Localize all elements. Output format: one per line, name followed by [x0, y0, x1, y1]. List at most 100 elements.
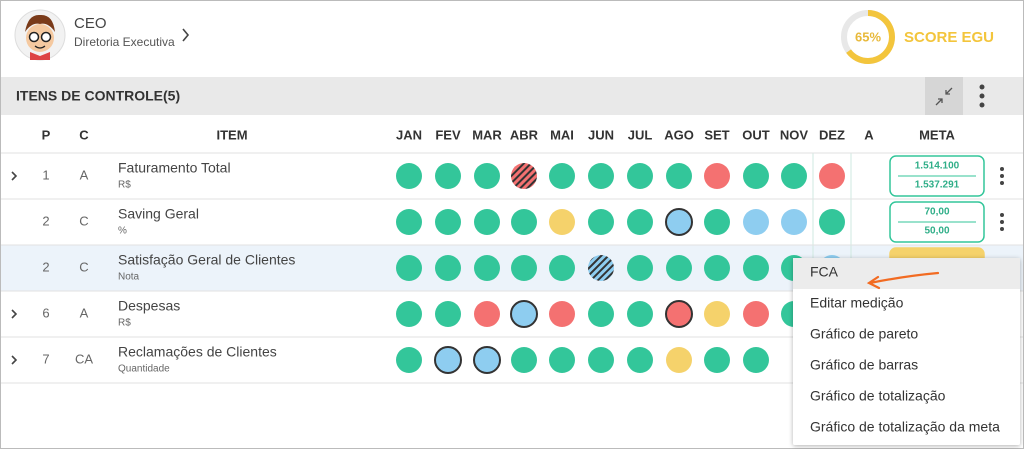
column-header: C	[79, 127, 89, 142]
column-header: AGO	[664, 127, 694, 142]
row-item[interactable]: Despesas	[118, 298, 180, 314]
menu-item[interactable]: Gráfico de barras	[810, 357, 918, 373]
row-p: 7	[42, 351, 49, 366]
column-header: JAN	[396, 127, 422, 142]
row-item[interactable]: Saving Geral	[118, 206, 199, 222]
status-dot[interactable]	[781, 209, 807, 235]
collapse-button[interactable]	[925, 77, 963, 115]
status-dot[interactable]	[627, 255, 653, 281]
column-header: NOV	[780, 127, 809, 142]
status-dot[interactable]	[396, 209, 422, 235]
status-dot[interactable]	[627, 163, 653, 189]
status-dot[interactable]	[704, 255, 730, 281]
status-dot[interactable]	[474, 301, 500, 327]
status-dot[interactable]	[511, 209, 537, 235]
status-dot[interactable]	[704, 347, 730, 373]
status-dot[interactable]	[627, 347, 653, 373]
row-item[interactable]: Faturamento Total	[118, 160, 231, 176]
meta-value: 50,00	[924, 226, 949, 237]
menu-hover	[793, 258, 1020, 289]
column-header: JUL	[628, 127, 653, 142]
status-dot[interactable]	[588, 301, 614, 327]
status-dot[interactable]	[396, 347, 422, 373]
status-dot[interactable]	[666, 255, 692, 281]
expand-chevron[interactable]	[11, 355, 18, 365]
status-dot[interactable]	[474, 255, 500, 281]
expand-chevron[interactable]	[11, 171, 18, 181]
status-dot[interactable]	[435, 209, 461, 235]
status-dot[interactable]	[549, 255, 575, 281]
status-dot[interactable]	[704, 301, 730, 327]
meta-value: 1.537.291	[915, 180, 960, 191]
column-header: P	[42, 127, 51, 142]
status-dot[interactable]	[781, 163, 807, 189]
status-dot[interactable]	[435, 163, 461, 189]
row-c: A	[80, 305, 89, 320]
status-dot[interactable]	[819, 163, 845, 189]
menu-item[interactable]: Editar medição	[810, 295, 904, 311]
status-dot[interactable]	[627, 301, 653, 327]
menu-item[interactable]: Gráfico de totalização	[810, 388, 946, 404]
column-header: MAI	[550, 127, 574, 142]
status-dot[interactable]	[474, 209, 500, 235]
row-c: C	[79, 213, 88, 228]
status-dot[interactable]	[474, 163, 500, 189]
status-dot[interactable]	[588, 163, 614, 189]
status-dot[interactable]	[434, 346, 462, 374]
status-dot[interactable]	[435, 301, 461, 327]
row-item[interactable]: Satisfação Geral de Clientes	[118, 252, 295, 268]
status-dot[interactable]	[743, 301, 769, 327]
status-dot[interactable]	[549, 209, 575, 235]
status-dot[interactable]	[819, 209, 845, 235]
status-dot[interactable]	[665, 300, 693, 328]
status-dot[interactable]	[473, 346, 501, 374]
status-dot[interactable]	[396, 301, 422, 327]
row-unit: %	[118, 226, 127, 237]
row-c: CA	[75, 351, 93, 366]
status-dot[interactable]	[704, 209, 730, 235]
header-chevron[interactable]	[182, 28, 190, 42]
column-header: ITEM	[216, 127, 247, 142]
status-dot[interactable]	[588, 209, 614, 235]
status-dot[interactable]	[743, 209, 769, 235]
status-dot[interactable]	[549, 163, 575, 189]
status-dot[interactable]	[666, 163, 692, 189]
status-dot[interactable]	[511, 163, 537, 189]
status-dot[interactable]	[588, 347, 614, 373]
column-header: A	[864, 127, 874, 142]
status-dot[interactable]	[743, 163, 769, 189]
status-dot[interactable]	[666, 347, 692, 373]
menu-item[interactable]: FCA	[810, 264, 839, 280]
status-dot[interactable]	[588, 255, 614, 281]
status-dot[interactable]	[627, 209, 653, 235]
expand-chevron[interactable]	[11, 309, 18, 319]
row-menu-button[interactable]	[1000, 167, 1004, 185]
row-p: 2	[42, 259, 49, 274]
status-dot[interactable]	[511, 347, 537, 373]
section-title: ITENS DE CONTROLE(5)	[16, 88, 180, 104]
row-unit: Nota	[118, 272, 140, 283]
status-dot[interactable]	[396, 163, 422, 189]
column-header: MAR	[472, 127, 502, 142]
row-menu-button[interactable]	[1000, 213, 1004, 231]
row-item[interactable]: Reclamações de Clientes	[118, 344, 277, 360]
menu-item[interactable]: Gráfico de pareto	[810, 326, 918, 342]
status-dot[interactable]	[510, 300, 538, 328]
status-dot[interactable]	[396, 255, 422, 281]
column-header: JUN	[588, 127, 614, 142]
status-dot[interactable]	[743, 255, 769, 281]
status-dot[interactable]	[743, 347, 769, 373]
section-bar	[1, 77, 1023, 115]
status-dot[interactable]	[665, 208, 693, 236]
context-menu: FCA Editar medição Gráfico de pareto Gráfic…	[793, 258, 1020, 445]
status-dot[interactable]	[704, 163, 730, 189]
row-unit: R$	[118, 318, 131, 329]
column-header: DEZ	[819, 127, 845, 142]
status-dot[interactable]	[549, 301, 575, 327]
menu-item[interactable]: Gráfico de totalização da meta	[810, 419, 1000, 435]
status-dot[interactable]	[511, 255, 537, 281]
status-dot[interactable]	[549, 347, 575, 373]
score-title: SCORE EGU	[904, 29, 994, 46]
status-dot[interactable]	[435, 255, 461, 281]
section-menu-button[interactable]	[979, 84, 985, 108]
